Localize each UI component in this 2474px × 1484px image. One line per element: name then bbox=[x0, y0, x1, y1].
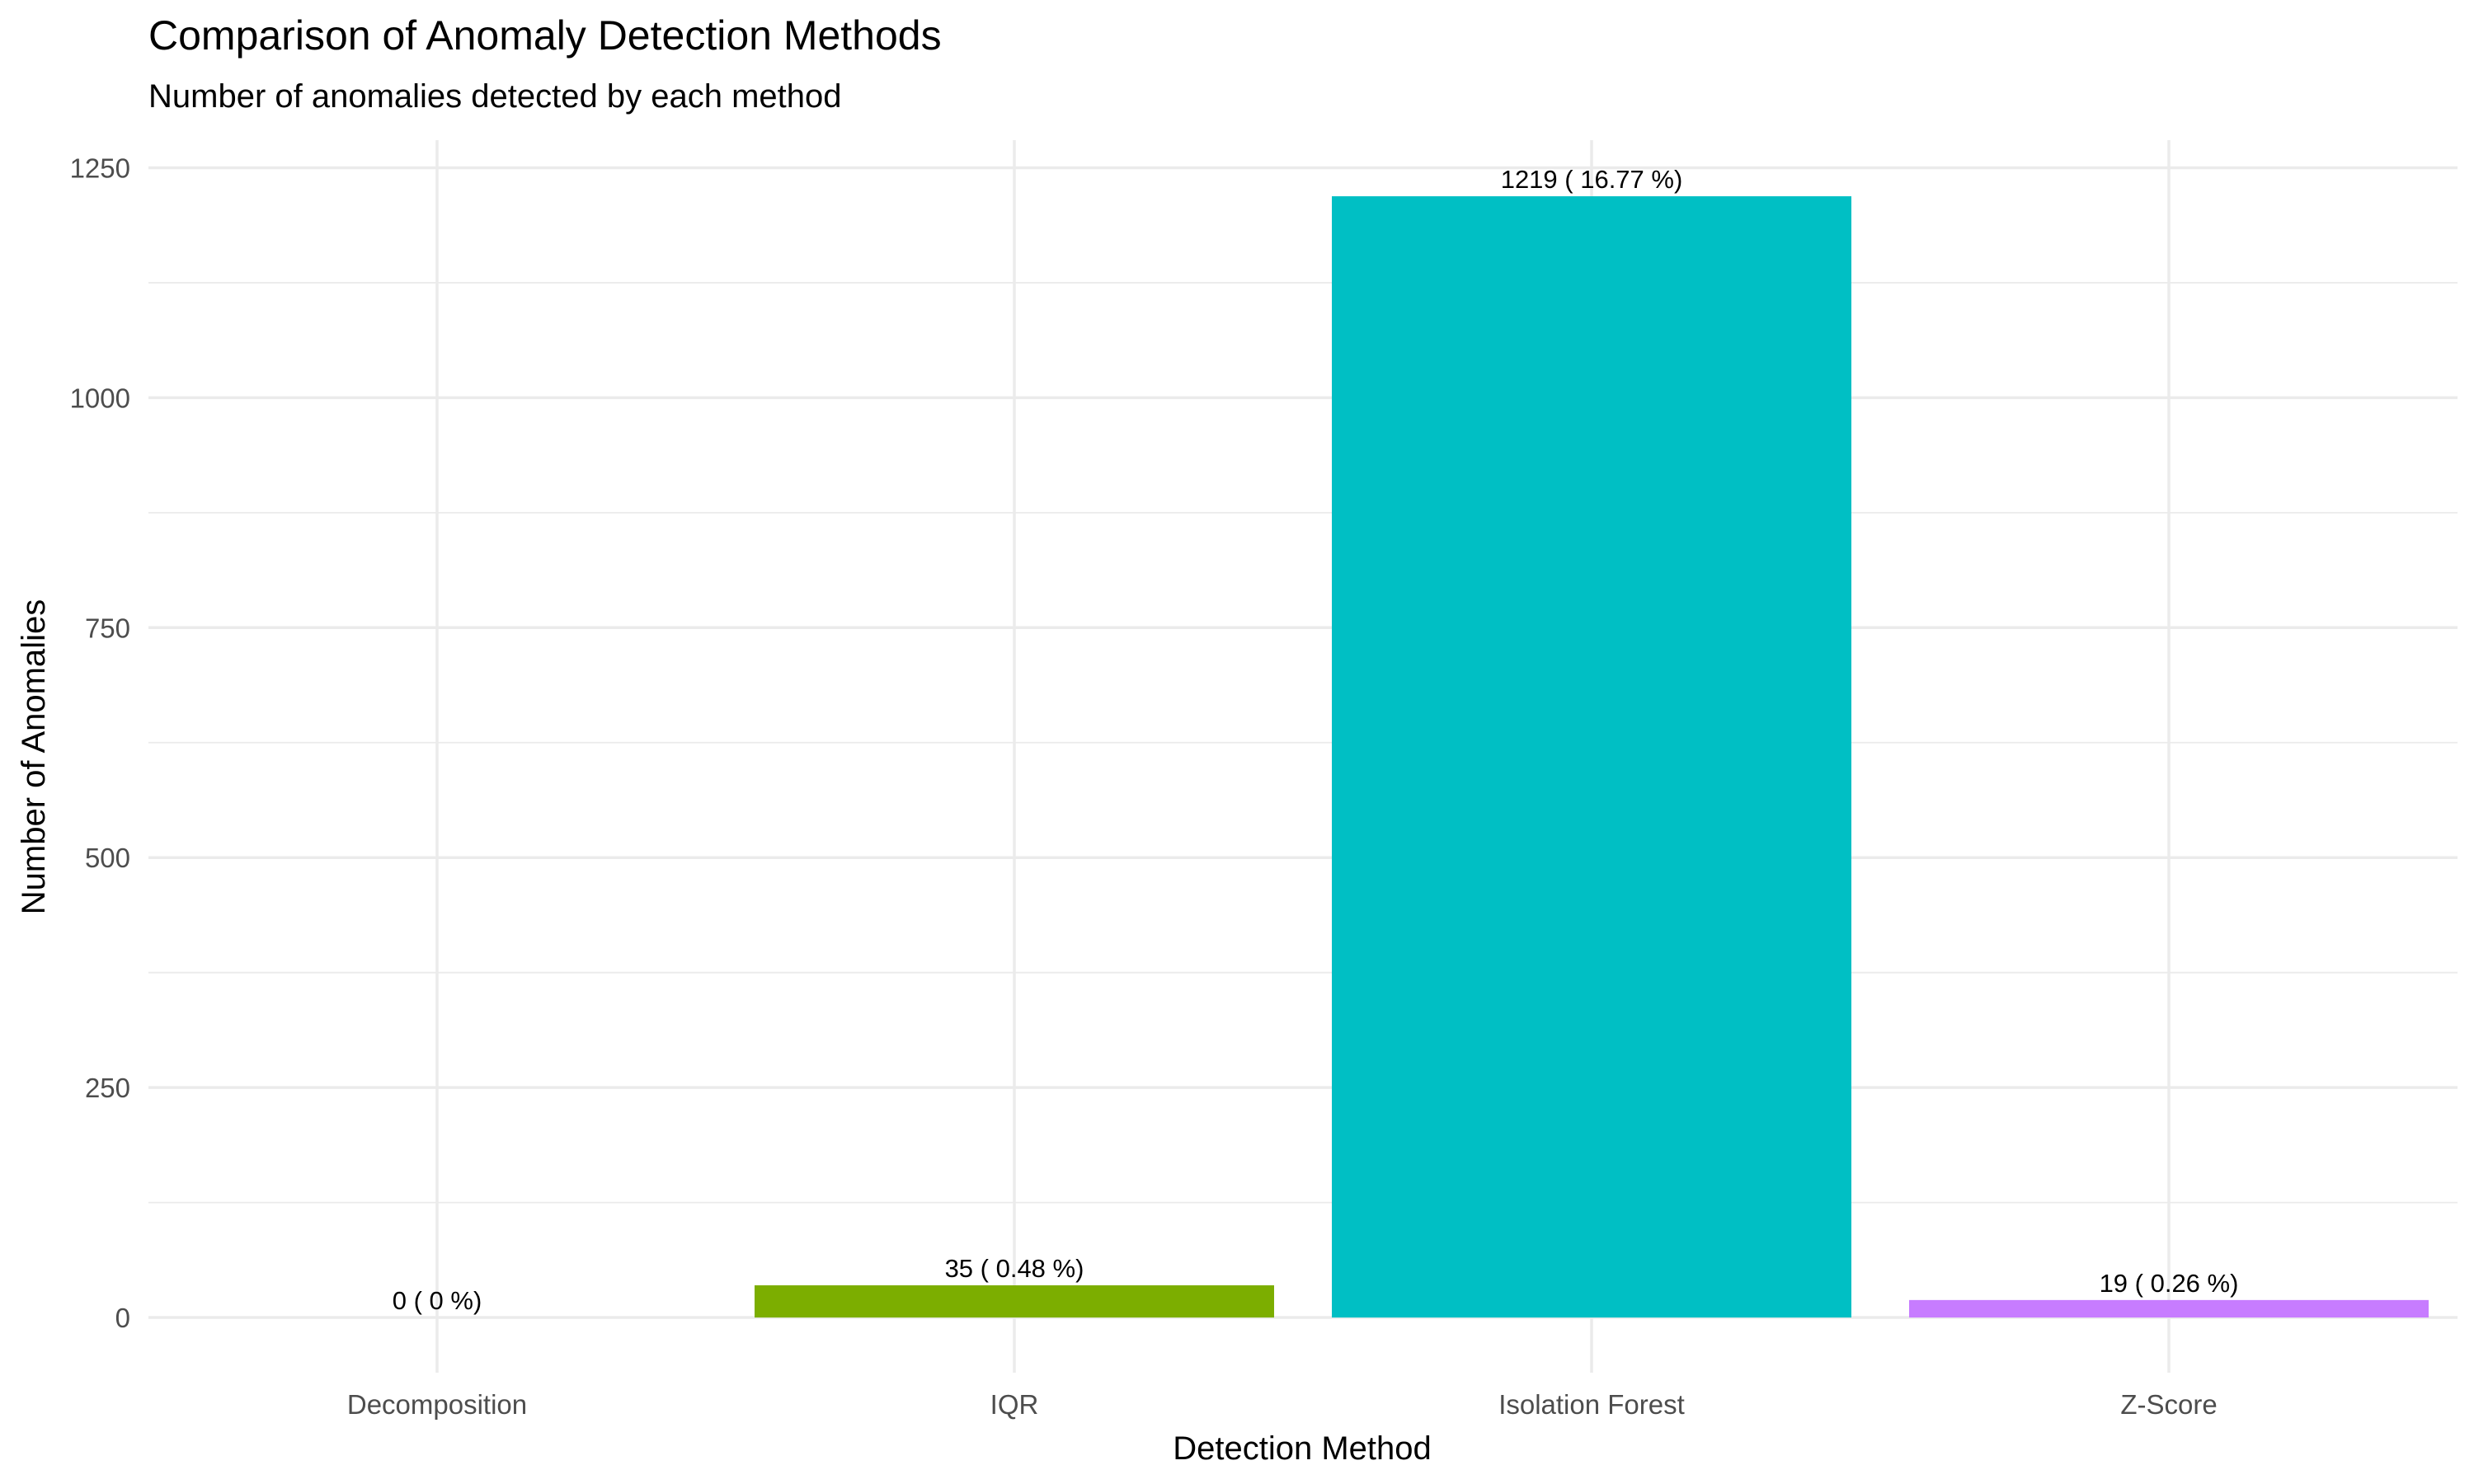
y-axis-ticks: 0 250 500 750 1000 1250 bbox=[70, 153, 130, 1333]
y-tick-label: 1000 bbox=[70, 383, 130, 413]
y-tick-label: 750 bbox=[85, 613, 130, 643]
bars bbox=[755, 196, 2429, 1318]
x-tick-label: Isolation Forest bbox=[1498, 1389, 1685, 1420]
grid-lines bbox=[148, 140, 2458, 1373]
y-tick-label: 1250 bbox=[70, 153, 130, 183]
bar-isolation-forest bbox=[1332, 196, 1851, 1318]
data-label: 1219 ( 16.77 %) bbox=[1501, 165, 1683, 194]
chart-title: Comparison of Anomaly Detection Methods bbox=[148, 12, 942, 59]
data-label: 19 ( 0.26 %) bbox=[2100, 1269, 2239, 1298]
data-label: 0 ( 0 %) bbox=[393, 1286, 482, 1315]
x-tick-label: Z-Score bbox=[2120, 1389, 2217, 1420]
x-tick-label: Decomposition bbox=[347, 1389, 527, 1420]
y-tick-label: 0 bbox=[115, 1303, 130, 1333]
data-label: 35 ( 0.48 %) bbox=[945, 1254, 1084, 1283]
x-axis-title: Detection Method bbox=[1173, 1430, 1432, 1467]
chart-subtitle: Number of anomalies detected by each met… bbox=[148, 78, 842, 115]
y-tick-label: 500 bbox=[85, 843, 130, 873]
bar-z-score bbox=[1909, 1299, 2429, 1318]
y-tick-label: 250 bbox=[85, 1073, 130, 1103]
data-labels: 0 ( 0 %) 35 ( 0.48 %) 1219 ( 16.77 %) 19 ( … bbox=[393, 165, 2239, 1315]
bar-iqr bbox=[755, 1285, 1274, 1318]
x-axis-ticks: Decomposition IQR Isolation Forest Z-Score bbox=[347, 1389, 2218, 1420]
y-axis-title: Number of Anomalies bbox=[16, 599, 52, 914]
x-tick-label: IQR bbox=[990, 1389, 1039, 1420]
